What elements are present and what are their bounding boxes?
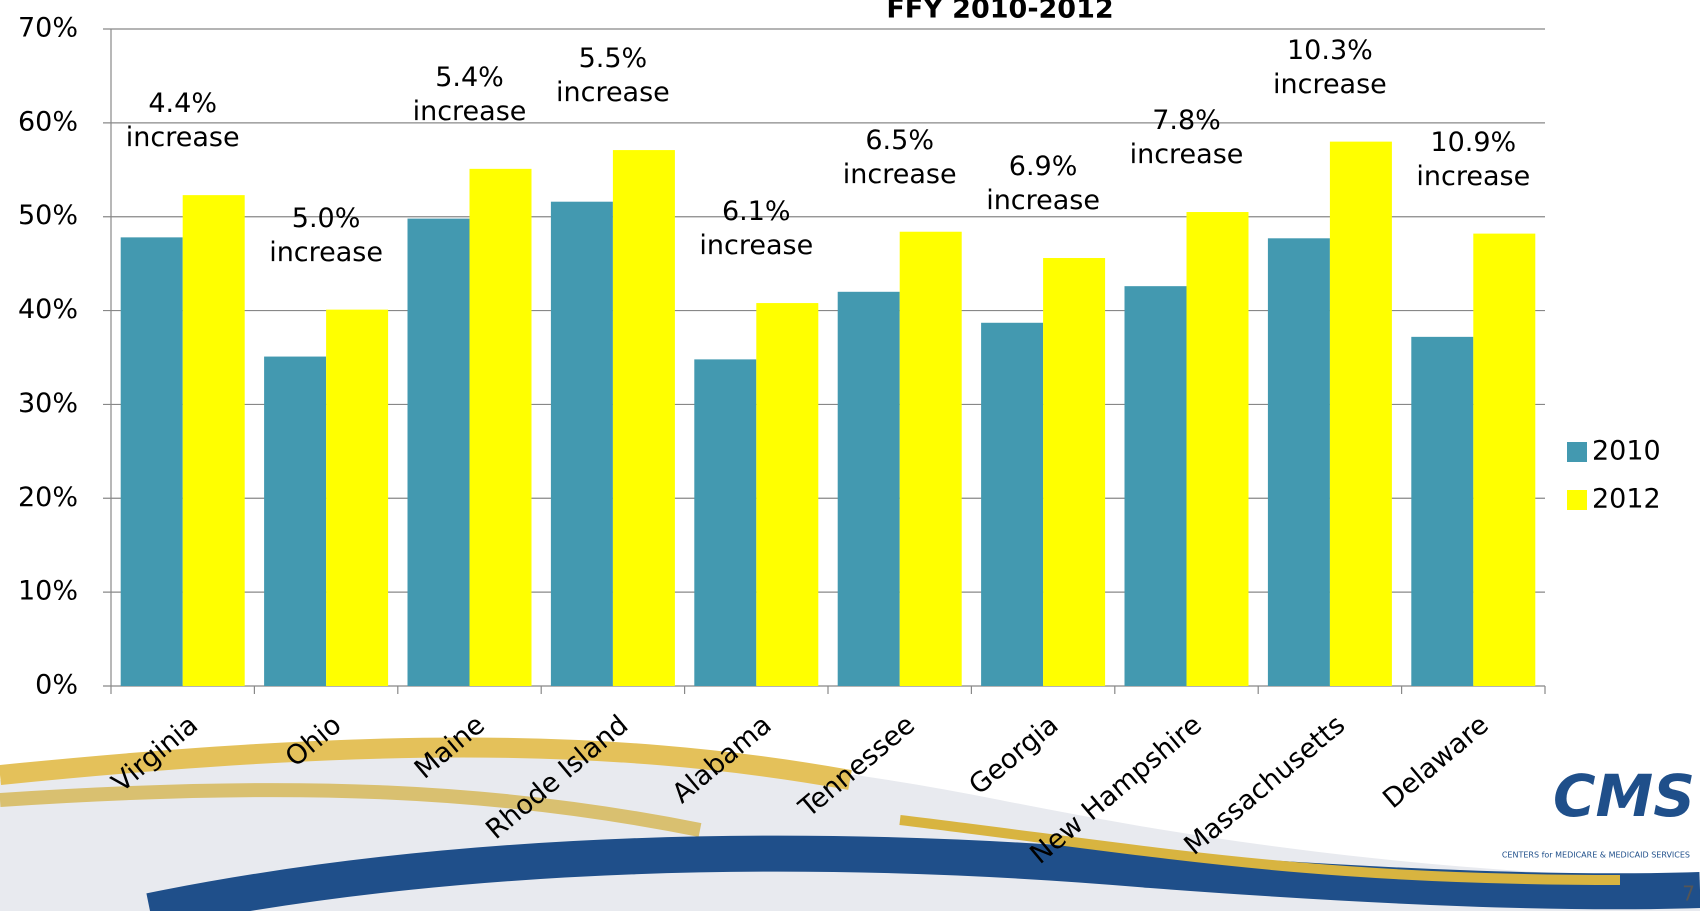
bar (121, 237, 183, 686)
y-tick-label: 40% (18, 294, 78, 325)
bar (408, 219, 470, 686)
annotation: 6.9% increase (978, 150, 1108, 218)
legend-swatch (1567, 490, 1587, 510)
bar (1330, 142, 1392, 686)
page-number: 7 (1682, 882, 1695, 906)
x-tick-label: Delaware (1377, 709, 1494, 815)
x-tick-label: Georgia (963, 709, 1064, 801)
y-tick-label: 0% (35, 670, 78, 701)
bar (1125, 286, 1187, 686)
page: FFY 2010-2012 CMS CENTERS for MEDICARE &… (0, 0, 1700, 911)
bar (1473, 234, 1535, 686)
annotation: 10.3% increase (1265, 34, 1395, 102)
bar (551, 202, 613, 686)
bar (694, 359, 756, 686)
bar (756, 303, 818, 686)
slide: FFY 2010-2012 CMS CENTERS for MEDICARE &… (0, 0, 1700, 911)
logo: CMS (1553, 762, 1695, 830)
legend-label: 2010 (1592, 436, 1661, 467)
annotation: 5.0% increase (261, 202, 391, 270)
annotation: 4.4% increase (118, 87, 248, 155)
bar (1043, 258, 1105, 686)
y-tick-label: 10% (18, 576, 78, 607)
annotation: 6.5% increase (835, 124, 965, 192)
annotation: 5.5% increase (548, 42, 678, 110)
y-tick-label: 60% (18, 106, 78, 137)
annotation: 6.1% increase (691, 195, 821, 263)
legend-label: 2012 (1592, 484, 1661, 515)
bar (1268, 238, 1330, 686)
y-tick-label: 30% (18, 388, 78, 419)
bar (900, 232, 962, 686)
bar (613, 150, 675, 686)
y-tick-label: 70% (18, 13, 78, 44)
bar (981, 323, 1043, 686)
bar (326, 310, 388, 686)
bar (838, 292, 900, 686)
legend-swatch (1567, 442, 1587, 462)
bar (470, 169, 532, 686)
bar (264, 357, 326, 686)
annotation: 7.8% increase (1122, 104, 1252, 172)
bar (1411, 337, 1473, 686)
y-tick-label: 50% (18, 200, 78, 231)
logo-tagline: CENTERS for MEDICARE & MEDICAID SERVICES (1502, 851, 1690, 860)
chart-title: FFY 2010-2012 (886, 0, 1113, 25)
bar (183, 195, 245, 686)
y-tick-label: 20% (18, 482, 78, 513)
bar (1187, 212, 1249, 686)
annotation: 5.4% increase (405, 61, 535, 129)
annotation: 10.9% increase (1408, 126, 1538, 194)
